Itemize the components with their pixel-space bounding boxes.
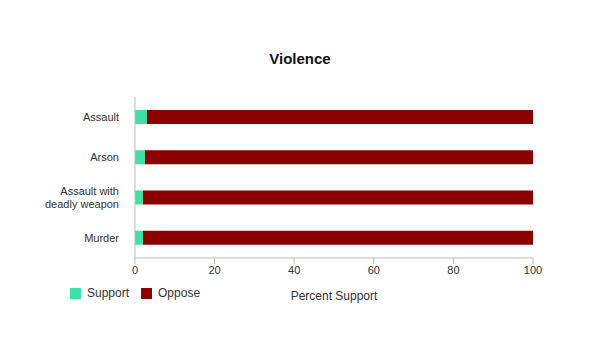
svg-text:Arson: Arson	[90, 151, 119, 163]
svg-text:40: 40	[288, 264, 300, 276]
svg-text:Assault withdeadly weapon: Assault withdeadly weapon	[45, 185, 119, 210]
svg-text:100: 100	[524, 264, 542, 276]
svg-text:Murder: Murder	[84, 232, 119, 244]
svg-text:0: 0	[132, 264, 138, 276]
svg-text:80: 80	[447, 264, 459, 276]
html-text:Violence: Violence	[269, 50, 331, 67]
svg-text:Assault: Assault	[83, 111, 119, 123]
svg-text:20: 20	[208, 264, 220, 276]
html-text:Oppose: Oppose	[158, 286, 201, 300]
svg-text:Percent Support: Percent Support	[291, 289, 378, 303]
html-text:Support: Support	[87, 286, 129, 300]
svg-text:60: 60	[368, 264, 380, 276]
